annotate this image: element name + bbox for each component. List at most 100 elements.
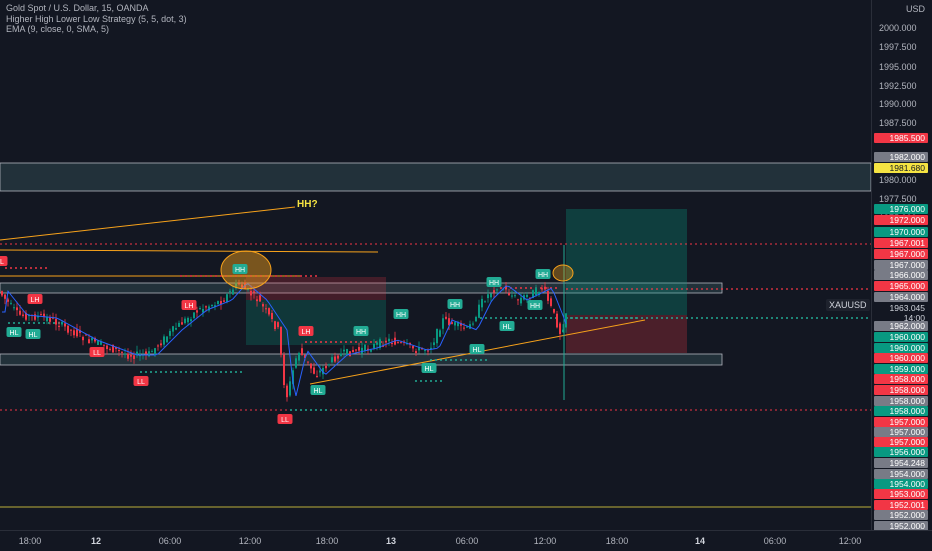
candle-body	[127, 353, 129, 359]
candle-body	[334, 356, 336, 362]
candle-body	[214, 305, 216, 308]
candle-body	[61, 321, 63, 325]
candle-body	[130, 354, 132, 357]
candle-body	[454, 322, 456, 326]
price-label: 1976.000	[874, 204, 928, 214]
candle-body	[550, 298, 552, 306]
candle-body	[223, 300, 225, 302]
candle-body	[253, 291, 255, 293]
price-tick: 1987.500	[879, 118, 917, 128]
pivot-marker	[0, 256, 8, 266]
candle-body	[241, 284, 243, 288]
price-axis[interactable]: USD 2000.000 1997.500 1995.000 1992.500 1990…	[871, 0, 932, 531]
candle-body	[478, 304, 480, 318]
pivot-marker	[393, 309, 409, 319]
time-label: 12:00	[533, 536, 557, 546]
pivot-marker	[499, 321, 515, 331]
candle-body	[427, 350, 429, 352]
time-label: 12:00	[238, 536, 262, 546]
price-label: 1972.000	[874, 215, 928, 225]
candle-body	[352, 350, 354, 353]
price-label: 1960.000	[874, 343, 928, 353]
candle-body	[220, 301, 222, 305]
candle-body	[40, 314, 42, 316]
pivot-marker	[232, 264, 248, 274]
pivot-label: HL	[10, 330, 19, 337]
pivot-label: HL	[314, 388, 323, 395]
candle-body	[103, 344, 105, 346]
candle-body	[376, 342, 378, 345]
pivot-label: HL	[425, 366, 434, 373]
candle-body	[19, 310, 21, 315]
candle-body	[484, 301, 486, 303]
pivot-label: HH	[235, 267, 245, 274]
candle-body	[268, 308, 270, 315]
candle-body	[88, 339, 90, 344]
candle-body	[73, 330, 75, 336]
candle-body	[226, 294, 228, 302]
price-label: 1957.000	[874, 417, 928, 427]
candle-body	[304, 354, 306, 358]
candle-body	[490, 293, 492, 298]
candle-body	[151, 351, 153, 353]
candle-body	[136, 351, 138, 355]
candle-body	[25, 312, 27, 320]
candle-body	[232, 289, 234, 295]
candle-body	[292, 370, 294, 385]
candle-body	[505, 285, 507, 290]
price-tick: 1977.500	[879, 194, 917, 204]
support-zone	[0, 353, 723, 366]
pivot-marker	[181, 300, 197, 310]
indicator-ema[interactable]: EMA (9, close, 0, SMA, 5)	[6, 24, 110, 34]
pivot-marker	[89, 347, 105, 357]
currency-label[interactable]: USD	[905, 4, 925, 14]
symbol-title[interactable]: Gold Spot / U.S. Dollar, 15, OANDA	[6, 3, 149, 13]
pivot-marker	[535, 269, 551, 279]
candle-body	[349, 351, 351, 357]
candle-body	[169, 331, 171, 336]
candle-body	[217, 301, 219, 305]
price-label: 1952.001	[874, 500, 928, 510]
candle-body	[202, 308, 204, 313]
candle-body	[496, 289, 498, 291]
price-label: 1958.000	[874, 406, 928, 416]
candle-body	[301, 348, 303, 356]
pivot-marker	[133, 376, 149, 386]
time-axis[interactable]: 18:00 12 06:00 12:00 18:00 13 06:00 12:00 18:00 1…	[0, 530, 932, 551]
time-label: 06:00	[158, 536, 182, 546]
candle-body	[97, 340, 99, 345]
candle-body	[4, 294, 6, 299]
candle-body	[277, 322, 279, 328]
chart-canvas[interactable]: HH HH HH HH HH HH HH HL HL HL HL HL HL LH LH LH LL LL LL LL…	[0, 0, 871, 530]
pivot-label: HL	[29, 332, 38, 339]
pivot-label: HH	[530, 303, 540, 310]
candle-body	[547, 290, 549, 301]
candle-body	[469, 324, 471, 329]
price-label: 1967.000	[874, 249, 928, 259]
pivot-label: HL	[473, 347, 482, 354]
candle-body	[286, 385, 288, 398]
candle-body	[415, 351, 417, 353]
pivot-marker	[527, 300, 543, 310]
candle-body	[358, 347, 360, 351]
candle-body	[22, 314, 24, 316]
candle-body	[436, 328, 438, 344]
candle-body	[463, 327, 465, 329]
candle-body	[121, 351, 123, 353]
time-label: 18:00	[18, 536, 42, 546]
candle-body	[298, 352, 300, 361]
candle-body	[535, 287, 537, 296]
indicator-hhll[interactable]: Higher High Lower Low Strategy (5, 5, do…	[6, 13, 187, 24]
candle-body	[544, 286, 546, 290]
candle-body	[133, 355, 135, 359]
candle-body	[154, 348, 156, 355]
price-label: 1958.000	[874, 374, 928, 384]
candle-body	[229, 290, 231, 292]
candle-body	[418, 347, 420, 351]
candle-body	[196, 310, 198, 313]
candle-body	[184, 318, 186, 324]
price-label: 1953.000	[874, 489, 928, 499]
price-tick: 1997.500	[879, 42, 917, 52]
candle-body	[178, 322, 180, 327]
price-label: 1985.500	[874, 133, 928, 143]
